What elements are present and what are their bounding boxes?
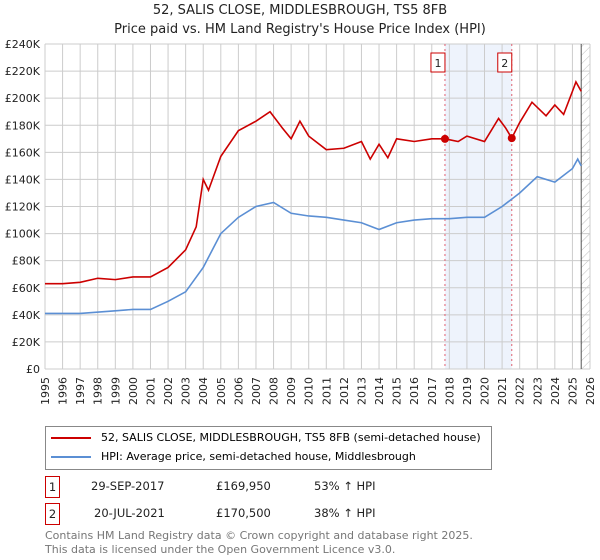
x-tick-label: 2017: [426, 377, 439, 405]
y-tick-label: £180K: [5, 119, 41, 132]
x-tick-label: 2008: [268, 377, 281, 405]
x-tick-label: 2009: [285, 377, 298, 405]
property-price-line: [45, 80, 582, 285]
chart-title: 52, SALIS CLOSE, MIDDLESBROUGH, TS5 8FB: [152, 3, 448, 18]
x-tick-label: 2026: [584, 377, 597, 405]
sale-date: 29-SEP-2017: [91, 479, 165, 493]
x-tick-label: 2002: [162, 377, 175, 405]
sale-flag-2: [497, 52, 513, 73]
x-tick-label: 2022: [514, 377, 527, 405]
x-tick-label: 2000: [127, 377, 140, 405]
sale-hpi: 53% ↑ HPI: [314, 479, 376, 493]
sale-row-1: 1 29-SEP-2017 £169,950 53% ↑ HPI: [45, 476, 445, 498]
sale-flag-label: 1: [434, 57, 441, 70]
x-tick-label: 1995: [39, 377, 52, 405]
hpi-line: [45, 157, 582, 315]
legend-label-hpi: HPI: Average price, semi-detached house,…: [101, 450, 416, 463]
sale-price: £169,950: [216, 479, 271, 493]
y-tick-label: £240K: [5, 38, 41, 51]
x-tick-label: 1998: [92, 377, 105, 405]
sale-row-2: 2 20-JUL-2021 £170,500 38% ↑ HPI: [45, 503, 445, 525]
x-tick-label: 2019: [461, 377, 474, 405]
x-tick-label: 2023: [531, 377, 544, 405]
x-tick-label: 2005: [215, 377, 228, 405]
footer-line-2: This data is licensed under the Open Gov…: [45, 543, 396, 556]
sale-marker-1: 1: [45, 476, 60, 498]
x-tick-label: 1996: [57, 377, 70, 405]
legend-label-property: 52, SALIS CLOSE, MIDDLESBROUGH, TS5 8FB …: [101, 431, 481, 444]
x-tick-label: 2025: [566, 377, 579, 405]
legend-swatch-property: [51, 437, 91, 439]
legend: 52, SALIS CLOSE, MIDDLESBROUGH, TS5 8FB …: [45, 426, 492, 470]
footer: Contains HM Land Registry data © Crown c…: [45, 529, 473, 557]
x-tick-label: 1997: [74, 377, 87, 405]
y-tick-label: £80K: [12, 255, 41, 268]
y-tick-label: £0: [26, 363, 40, 376]
y-tick-label: £40K: [12, 309, 41, 322]
y-tick-label: £160K: [5, 146, 41, 159]
y-tick-label: £200K: [5, 92, 41, 105]
sale-point-2: [507, 134, 516, 143]
x-tick-label: 1999: [109, 377, 122, 405]
sale-hpi: 38% ↑ HPI: [314, 506, 376, 520]
sale-flag-label: 2: [501, 57, 508, 70]
x-tick-label: 2015: [391, 377, 404, 405]
x-tick-label: 2011: [320, 377, 333, 405]
y-tick-label: £220K: [5, 65, 41, 78]
x-tick-label: 2013: [355, 377, 368, 405]
sale-price: £170,500: [216, 506, 271, 520]
y-tick-label: £60K: [12, 282, 41, 295]
x-tick-label: 2018: [443, 377, 456, 405]
footer-line-1: Contains HM Land Registry data © Crown c…: [45, 529, 473, 542]
x-tick-label: 2003: [180, 377, 193, 405]
y-tick-label: £120K: [5, 201, 41, 214]
y-tick-label: £140K: [5, 173, 41, 186]
x-tick-label: 2020: [479, 377, 492, 405]
chart-subtitle: Price paid vs. HM Land Registry's House …: [114, 22, 486, 37]
y-tick-label: £20K: [12, 336, 41, 349]
x-tick-label: 2012: [338, 377, 351, 405]
plot-area: 1995 1996 1997 1998 1999 2000 2001 2002 2003 2004…: [5, 38, 597, 405]
legend-swatch-hpi: [51, 456, 91, 458]
sale-flag-1: [430, 52, 446, 73]
x-tick-label: 2006: [232, 377, 245, 405]
x-tick-label: 2024: [549, 377, 562, 405]
x-tick-label: 2004: [197, 377, 210, 405]
y-tick-label: £100K: [5, 228, 41, 241]
x-tick-label: 2010: [303, 377, 316, 405]
sale-date: 20-JUL-2021: [94, 506, 165, 520]
x-tick-label: 2014: [373, 377, 386, 405]
x-tick-label: 2021: [496, 377, 509, 405]
x-tick-label: 2016: [408, 377, 421, 405]
sale-marker-2: 2: [45, 503, 60, 525]
x-tick-label: 2007: [250, 377, 263, 405]
sale-point-1: [440, 134, 449, 143]
x-tick-label: 2001: [144, 377, 157, 405]
